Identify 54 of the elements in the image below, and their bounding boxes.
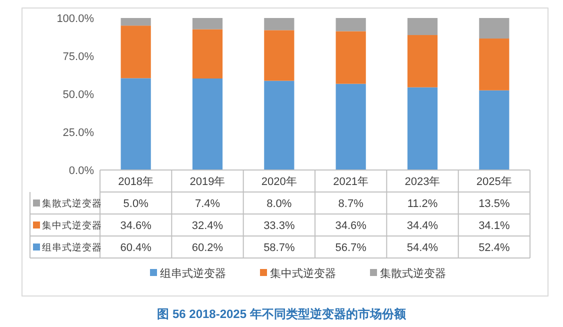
legend-label: 集中式逆变器 xyxy=(42,219,102,232)
text: 组串式逆变器 xyxy=(160,268,226,280)
bar xyxy=(192,78,223,170)
bar xyxy=(479,18,510,39)
data-label: 11.2% xyxy=(407,198,438,210)
y-tick-label: 50.0% xyxy=(62,88,94,101)
legend-label: 组串式逆变器 xyxy=(42,241,102,254)
data-label: 13.5% xyxy=(478,198,510,210)
text: 集散式逆变器 xyxy=(380,268,446,280)
y-tick-label: 75.0% xyxy=(62,50,94,63)
bar xyxy=(336,18,366,32)
text: 图 56 2018-2025 年不同类型逆变器的市场份额 xyxy=(157,307,407,321)
x-tick-label: 2021年 xyxy=(333,176,369,188)
bar xyxy=(407,18,438,36)
data-label: 8.7% xyxy=(338,198,364,210)
data-label: 5.0% xyxy=(123,198,149,210)
data-label: 52.4% xyxy=(478,242,510,254)
bar xyxy=(264,18,294,30)
bar xyxy=(407,35,438,88)
bar xyxy=(120,26,151,78)
data-label: 54.4% xyxy=(406,242,438,254)
x-tick-label: 2019年 xyxy=(190,176,226,188)
data-label: 58.7% xyxy=(264,242,295,254)
data-label: 8.0% xyxy=(266,198,292,210)
bar xyxy=(479,38,510,90)
text: 集中式逆变器 xyxy=(270,268,336,280)
data-label: 32.4% xyxy=(192,220,224,232)
x-tick-label: 2025年 xyxy=(476,176,512,188)
bar xyxy=(479,90,510,170)
legend-label: 集散式逆变器 xyxy=(42,197,102,210)
y-tick-label: 100.0% xyxy=(56,12,94,25)
x-tick-label: 2023年 xyxy=(404,176,440,188)
data-label: 60.4% xyxy=(120,242,152,254)
x-tick-label: 2018年 xyxy=(118,176,154,188)
data-label: 60.2% xyxy=(192,242,224,254)
data-label: 34.1% xyxy=(478,220,510,232)
y-tick-label: 0.0% xyxy=(68,164,94,177)
bar xyxy=(120,78,151,170)
data-label: 33.3% xyxy=(264,220,295,232)
bar xyxy=(120,18,151,26)
y-tick-label: 25.0% xyxy=(62,126,94,139)
bar xyxy=(336,31,366,84)
bar xyxy=(264,80,294,170)
data-label: 56.7% xyxy=(335,242,367,254)
bar xyxy=(336,84,366,170)
data-label: 34.6% xyxy=(335,220,367,232)
x-tick-label: 2020年 xyxy=(261,176,297,188)
bar xyxy=(192,18,223,30)
bar xyxy=(192,29,223,78)
data-label: 34.6% xyxy=(120,220,152,232)
bar xyxy=(264,30,294,81)
data-label: 34.4% xyxy=(406,220,438,232)
data-label: 7.4% xyxy=(194,198,220,210)
bar xyxy=(407,87,438,170)
